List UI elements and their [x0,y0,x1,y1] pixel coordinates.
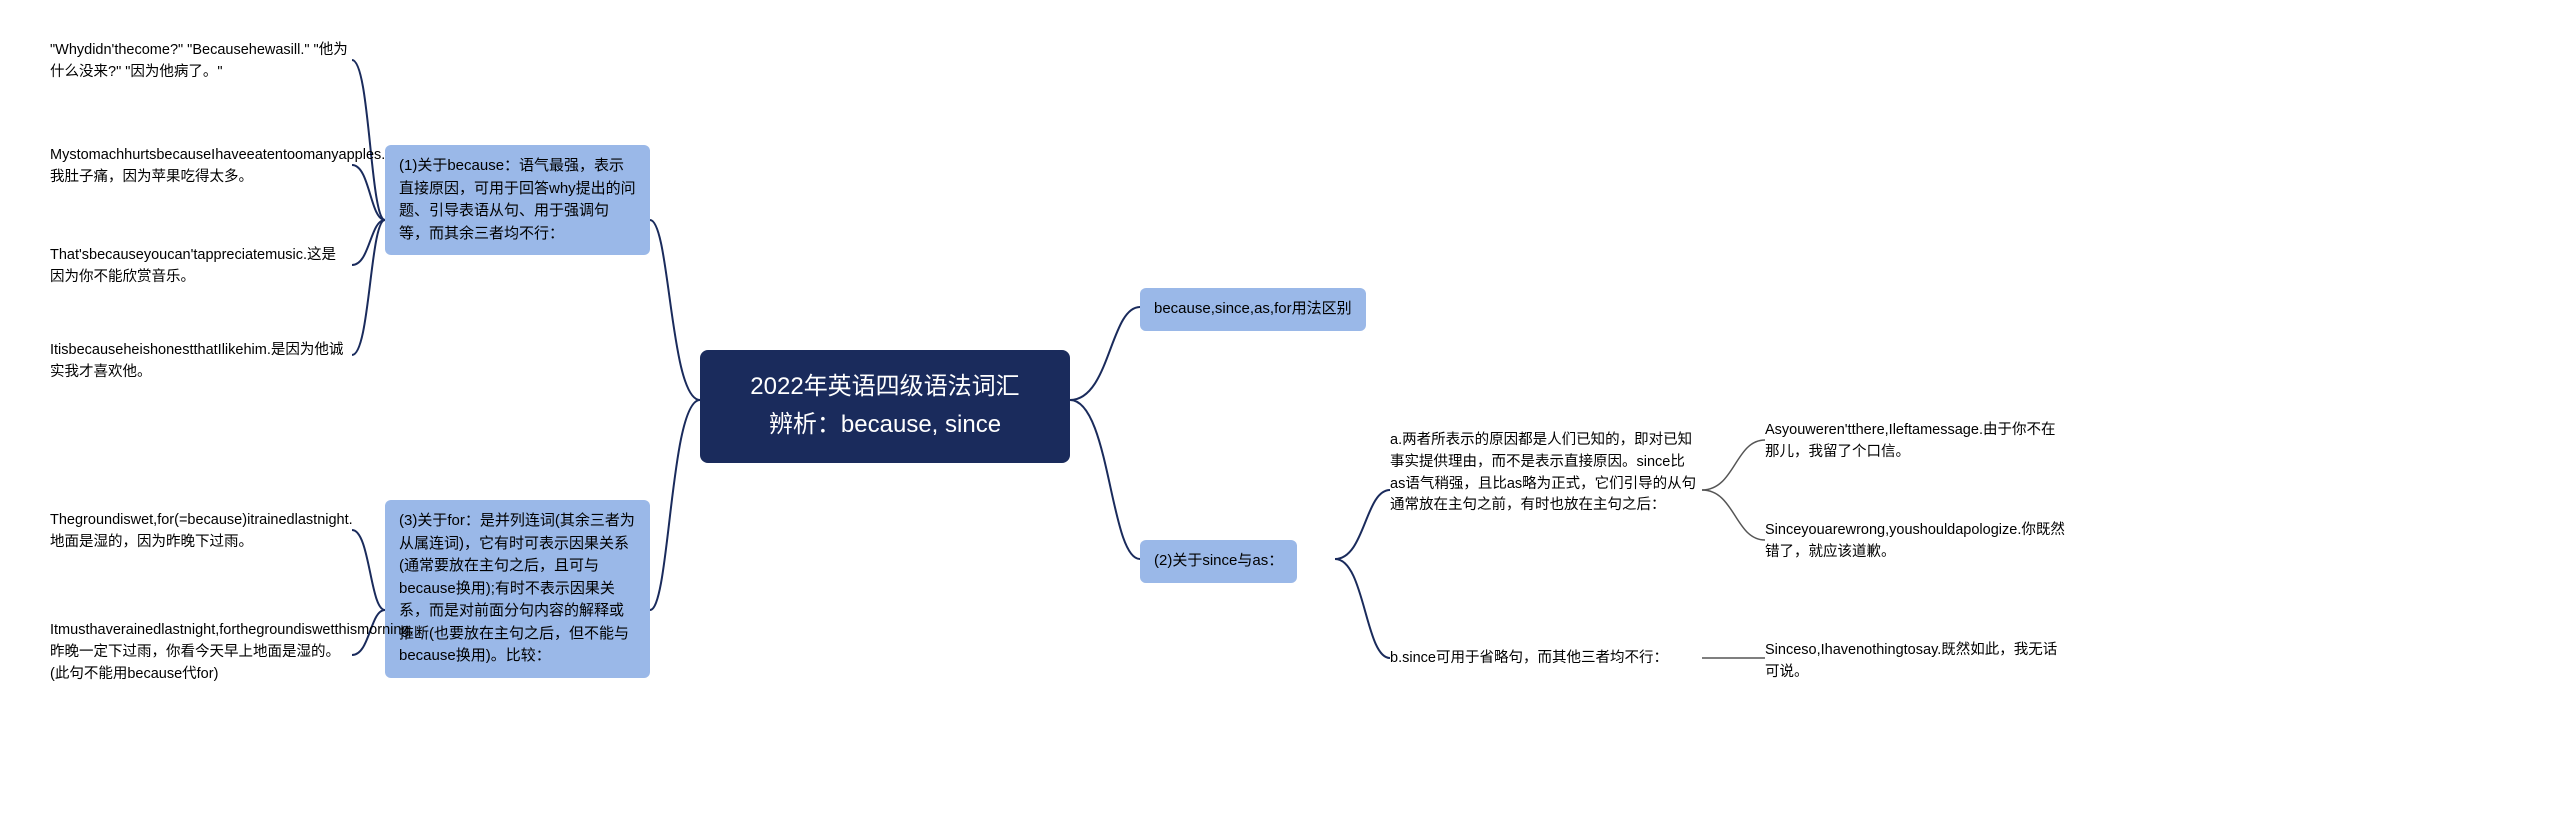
left-ex2: MystomachhurtsbecauseIhaveeatentoomanyap… [50,145,350,189]
center-line2: 辨析：because, since [724,406,1046,444]
left-upper-box: (1)关于because：语气最强，表示直接原因，可用于回答why提出的问题、引… [385,145,650,255]
right-lower-label: (2)关于since与as： [1154,552,1283,569]
right-sub-b-text: b.since可用于省略句，而其他三者均不行： [1390,650,1668,666]
right-sub-a-ex2-text: Sinceyouarewrong,youshouldapologize.你既然错… [1765,522,2065,560]
left-lower-label: (3)关于for：是并列连词(其余三者为从属连词)，它有时可表示因果关系(通常要… [399,512,635,664]
right-upper-box: because,since,as,for用法区别 [1140,288,1366,331]
left-ex1-text: "Whydidn'thecome?" "Becausehewasill." "他… [50,42,348,80]
right-sub-b-ex1: Sinceso,Ihavenothingtosay.既然如此，我无话可说。 [1765,640,2065,684]
left-ex2-text: MystomachhurtsbecauseIhaveeatentoomanyap… [50,147,385,185]
left-for-ex2: Itmusthaverainedlastnight,forthegroundis… [50,620,350,685]
left-lower-box: (3)关于for：是并列连词(其余三者为从属连词)，它有时可表示因果关系(通常要… [385,500,650,678]
center-node: 2022年英语四级语法词汇 辨析：because, since [700,350,1070,463]
right-sub-a-ex1-text: Asyouweren'tthere,Ileftamessage.由于你不在那儿，… [1765,422,2055,460]
left-ex1: "Whydidn'thecome?" "Becausehewasill." "他… [50,40,350,84]
left-ex4-text: ItisbecauseheishonestthatIlikehim.是因为他诚实… [50,342,343,380]
right-sub-a-text: a.两者所表示的原因都是人们已知的，即对已知事实提供理由，而不是表示直接原因。s… [1390,432,1696,513]
right-lower-box: (2)关于since与as： [1140,540,1297,583]
left-ex4: ItisbecauseheishonestthatIlikehim.是因为他诚实… [50,340,350,384]
left-upper-label: (1)关于because：语气最强，表示直接原因，可用于回答why提出的问题、引… [399,157,636,242]
right-sub-a-ex2: Sinceyouarewrong,youshouldapologize.你既然错… [1765,520,2065,564]
right-sub-b-ex1-text: Sinceso,Ihavenothingtosay.既然如此，我无话可说。 [1765,642,2057,680]
left-for-ex2-text: Itmusthaverainedlastnight,forthegroundis… [50,622,414,682]
left-for-ex1-text: Thegroundiswet,for(=because)itrainedlast… [50,512,353,550]
right-upper-label: because,since,as,for用法区别 [1154,300,1352,317]
center-line1: 2022年英语四级语法词汇 [724,368,1046,406]
left-ex3-text: That'sbecauseyoucan'tappreciatemusic.这是因… [50,247,336,285]
left-for-ex1: Thegroundiswet,for(=because)itrainedlast… [50,510,350,554]
left-ex3: That'sbecauseyoucan'tappreciatemusic.这是因… [50,245,350,289]
right-sub-b: b.since可用于省略句，而其他三者均不行： [1390,648,1700,670]
right-sub-a-ex1: Asyouweren'tthere,Ileftamessage.由于你不在那儿，… [1765,420,2065,464]
right-sub-a: a.两者所表示的原因都是人们已知的，即对已知事实提供理由，而不是表示直接原因。s… [1390,430,1700,517]
connector-layer [0,0,2560,840]
